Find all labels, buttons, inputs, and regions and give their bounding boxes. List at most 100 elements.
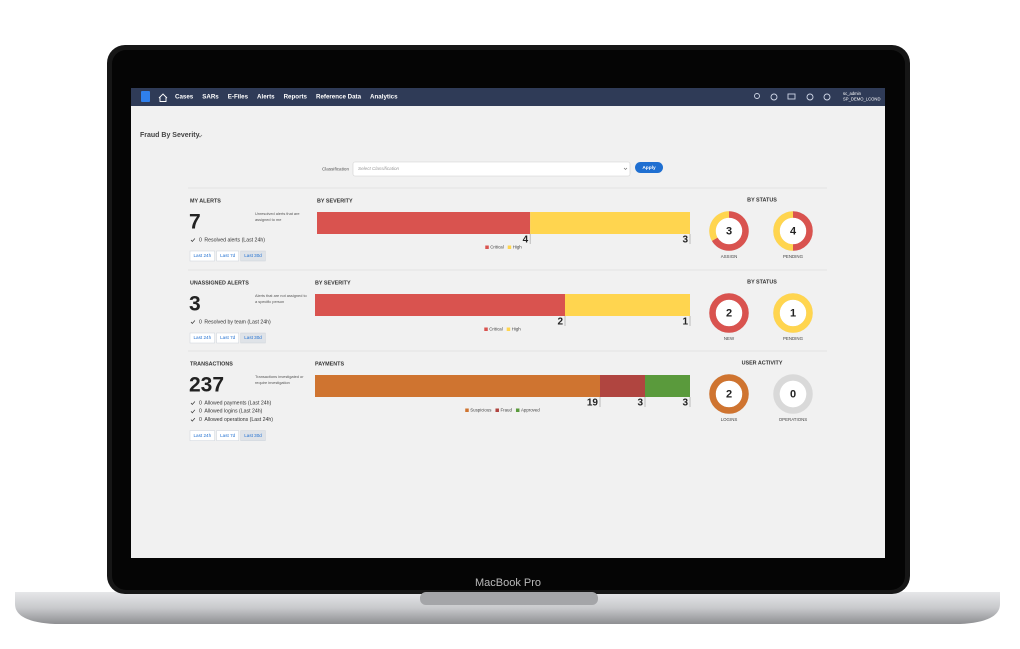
nav-item[interactable]: E-Files	[228, 94, 249, 101]
donut-hole	[779, 299, 807, 327]
donut-hole	[715, 217, 743, 245]
bar-segment	[315, 294, 565, 316]
donut-segment	[711, 211, 749, 251]
home-icon[interactable]	[158, 93, 168, 102]
section-description: assigned to me	[255, 217, 281, 222]
period-label[interactable]: Last 7d	[220, 253, 236, 258]
donut-title: BY STATUS	[747, 197, 777, 203]
nav-item[interactable]: Reference Data	[316, 94, 362, 101]
period-button[interactable]	[216, 430, 239, 441]
device-label: MacBook Pro	[475, 577, 541, 589]
legend-label: High	[513, 245, 523, 250]
donut-hole	[715, 299, 743, 327]
donut-value: 1	[790, 307, 796, 319]
legend-swatch	[484, 327, 488, 331]
period-label[interactable]: Last 24h	[194, 335, 212, 340]
user-name: sc_admin	[843, 91, 862, 96]
filter-placeholder: Select Classification	[358, 166, 400, 171]
nav-item[interactable]: SARs	[202, 94, 219, 101]
check-icon	[190, 238, 196, 243]
segment-value: 3	[637, 398, 643, 409]
donut-label: PENDING	[783, 336, 804, 341]
nav-icons	[754, 93, 831, 101]
nav-item[interactable]: Alerts	[257, 94, 275, 101]
period-button[interactable]	[240, 250, 266, 262]
segment-value: 3	[682, 398, 688, 409]
app-logo[interactable]	[141, 91, 150, 102]
bar-title: PAYMENTS	[315, 361, 344, 367]
check-icon	[190, 401, 196, 406]
donut-value: 2	[726, 388, 732, 400]
page-title[interactable]: Fraud By Severity	[140, 132, 200, 139]
check-icon	[190, 320, 196, 325]
donut-segment	[773, 211, 794, 251]
nav-item[interactable]: Reports	[284, 94, 308, 101]
check-count: 0	[199, 237, 202, 243]
check-label: Resolved alerts (Last 24h)	[204, 237, 265, 243]
bar-segment	[645, 375, 690, 397]
bar-segment	[600, 375, 645, 397]
donut-label: PENDING	[783, 254, 804, 259]
legend-label: Approved	[521, 408, 540, 413]
nav-item[interactable]: Analytics	[370, 94, 398, 101]
period-label[interactable]: Last 30d	[244, 253, 262, 258]
donut-value: 3	[726, 225, 732, 237]
period-label[interactable]: Last 30d	[244, 335, 262, 340]
apply-button[interactable]	[635, 162, 663, 173]
period-label[interactable]: Last 24h	[194, 253, 212, 258]
period-label[interactable]: Last 24h	[194, 433, 212, 438]
bar-title: BY SEVERITY	[315, 280, 351, 286]
period-button[interactable]	[240, 430, 266, 441]
segment-value: 3	[682, 235, 688, 246]
period-button[interactable]	[189, 430, 215, 441]
period-button[interactable]	[189, 250, 215, 262]
bar-segment	[530, 212, 690, 234]
check-label: Allowed logins (Last 24h)	[204, 409, 262, 415]
classification-select[interactable]	[352, 161, 631, 177]
donut-segment	[709, 374, 749, 414]
donut-hole	[779, 380, 807, 408]
period-label[interactable]: Last 7d	[220, 433, 236, 438]
section-title: MY ALERTS	[190, 198, 221, 204]
section-description: Alerts that are not assigned to	[255, 293, 307, 298]
apply-label[interactable]: Apply	[642, 165, 656, 171]
nav-item[interactable]: Cases	[175, 94, 194, 101]
donut-label: NEW	[724, 336, 735, 341]
section-description: Transactions investigated or	[255, 374, 304, 379]
period-button[interactable]	[240, 332, 266, 344]
donut-label: OPERATIONS	[779, 417, 808, 422]
user-org: SP_DEMO_LCOND	[843, 97, 880, 102]
help-icon[interactable]	[823, 93, 831, 101]
check-count: 0	[199, 319, 202, 325]
section-title: TRANSACTIONS	[190, 361, 233, 367]
segment-value: 1	[682, 317, 688, 328]
section-description: require investigation	[255, 380, 290, 385]
legend-swatch	[506, 327, 511, 331]
briefcase-icon[interactable]	[787, 93, 796, 100]
donut-hole	[779, 217, 807, 245]
period-button[interactable]	[216, 332, 239, 344]
laptop-notch	[420, 592, 598, 605]
check-icon	[190, 417, 196, 422]
period-button[interactable]	[216, 250, 239, 262]
donut-label: LOGINS	[721, 417, 738, 422]
donut-segment	[709, 211, 730, 241]
donut-track	[773, 374, 813, 414]
segment-value: 2	[557, 317, 563, 328]
search-icon[interactable]	[754, 93, 760, 99]
title-chevron[interactable]	[197, 134, 203, 138]
check-icon	[190, 409, 196, 414]
donut-segment	[709, 293, 749, 333]
donut-value: 4	[790, 225, 797, 237]
select-chevron	[623, 167, 628, 170]
clock-icon[interactable]	[770, 93, 778, 101]
legend-label: Suspicious	[470, 408, 492, 413]
period-label[interactable]: Last 30d	[244, 433, 262, 438]
section-description: a specific person	[255, 299, 284, 304]
settings-icon[interactable]	[806, 93, 814, 101]
donut-title: BY STATUS	[747, 279, 777, 285]
check-label: Allowed operations (Last 24h)	[204, 417, 273, 423]
period-button[interactable]	[189, 332, 215, 344]
period-label[interactable]: Last 7d	[220, 335, 236, 340]
